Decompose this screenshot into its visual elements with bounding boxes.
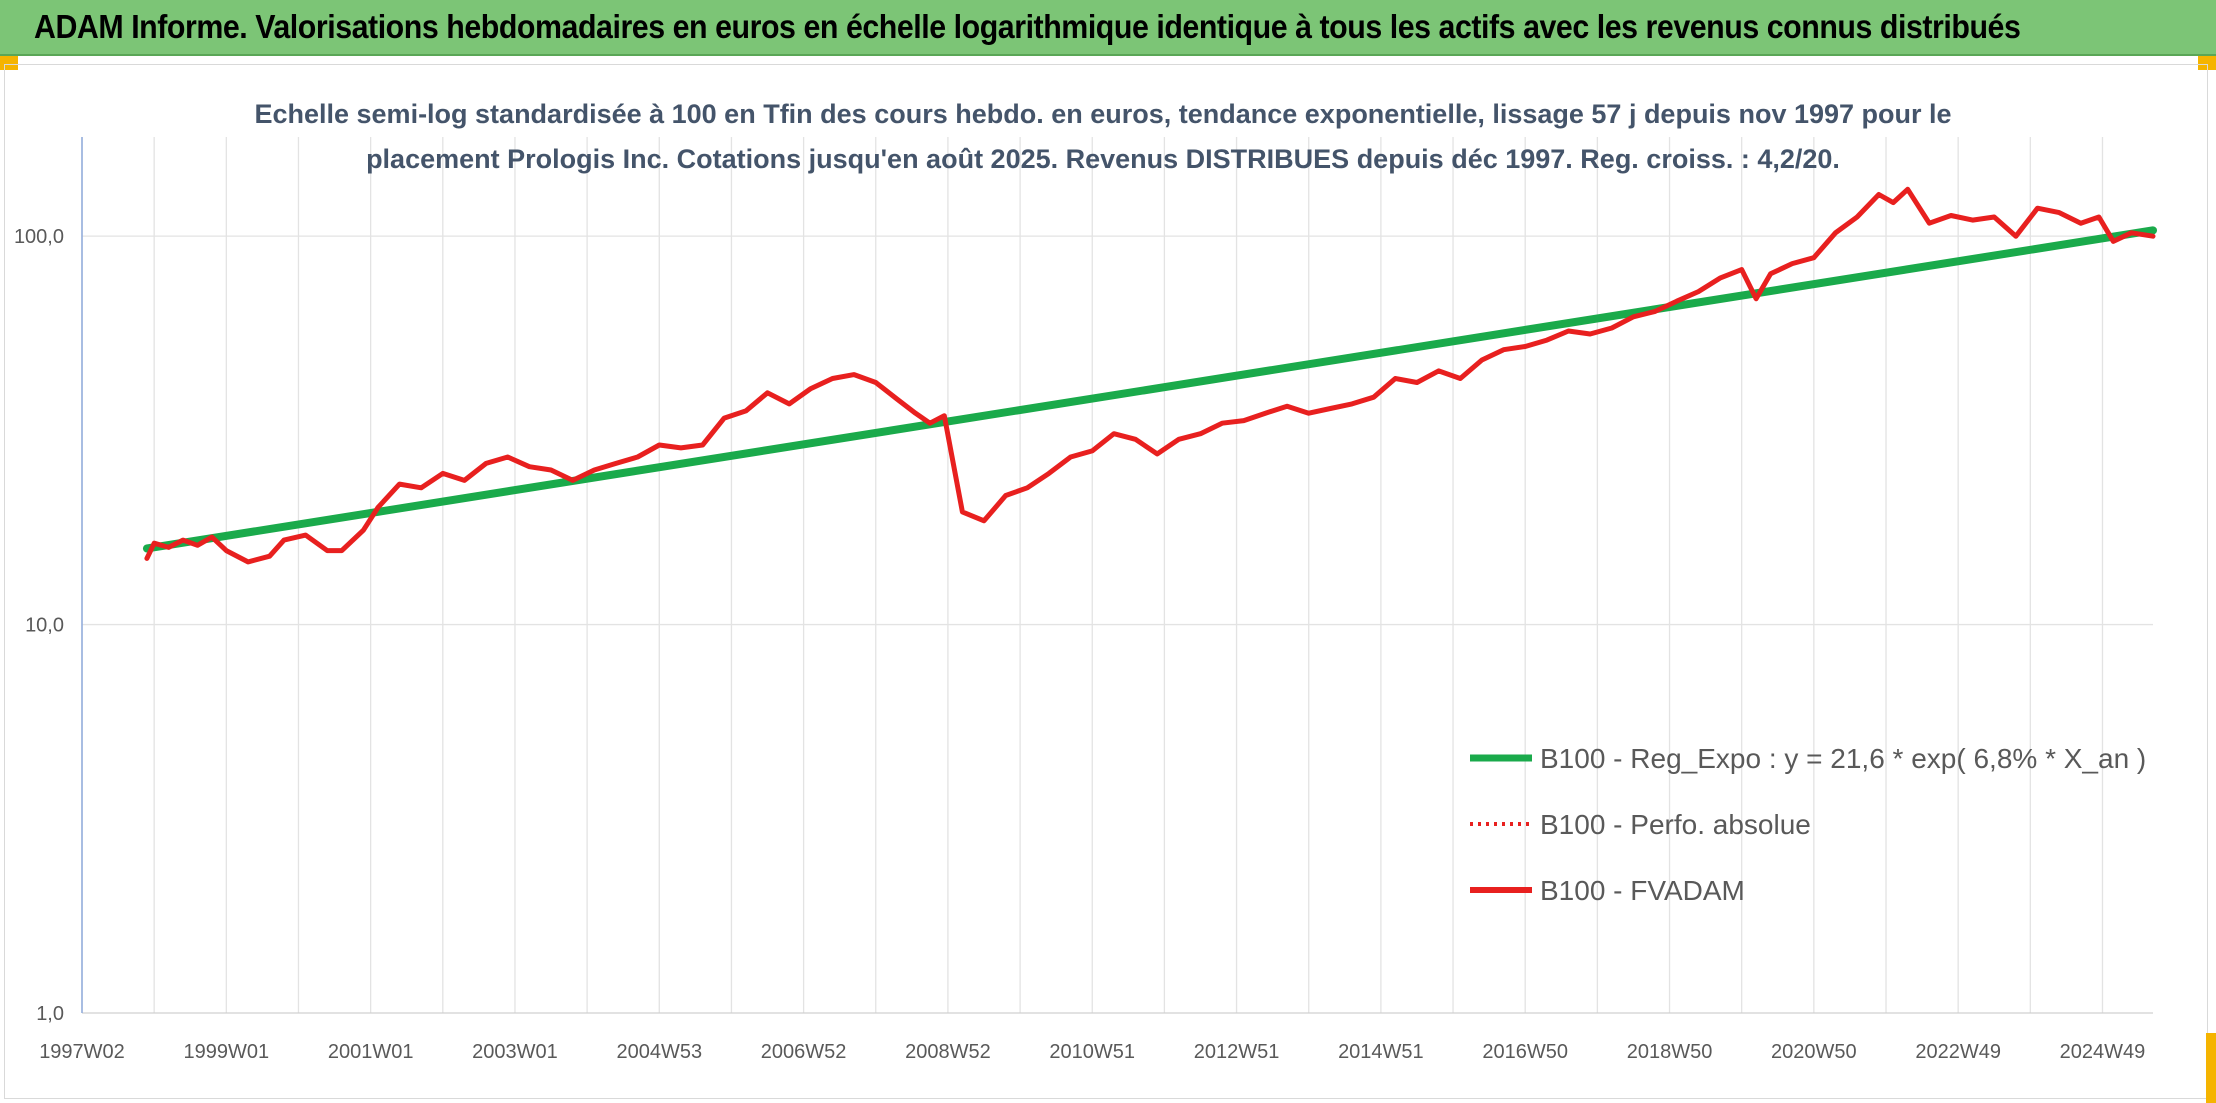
legend: B100 - Reg_Expo : y = 21,6 * exp( 6,8% *… — [1470, 743, 2146, 906]
chart-subtitle-line-2: placement Prologis Inc. Cotations jusqu'… — [366, 144, 1840, 174]
x-tick-label: 2018W50 — [1627, 1041, 1713, 1063]
legend-label-trend: B100 - Reg_Expo : y = 21,6 * exp( 6,8% *… — [1540, 743, 2146, 774]
y-axis-ticks: 1,0 10,0 100,0 — [14, 226, 64, 1025]
corner-accent-bottom-right — [2206, 1033, 2216, 1103]
x-tick-label: 1999W01 — [184, 1041, 270, 1063]
page-title: ADAM Informe. Valorisations hebdomadaire… — [34, 8, 2021, 45]
chart-grid — [81, 137, 2153, 1014]
chart-subtitle-line-1: Echelle semi-log standardisée à 100 en T… — [254, 99, 1951, 129]
legend-label-perf: B100 - Perfo. absolue — [1540, 809, 1811, 840]
x-axis-ticks: 1997W02 1999W01 2001W01 2003W01 2004W53 2006W… — [39, 1041, 2145, 1063]
x-tick-label: 2016W50 — [1482, 1041, 1568, 1063]
chart-frame — [4, 64, 2208, 1099]
x-tick-label: 1997W02 — [39, 1041, 125, 1063]
x-tick-label: 2008W52 — [905, 1041, 991, 1063]
x-tick-label: 2022W49 — [1915, 1041, 2001, 1063]
x-tick-label: 2006W52 — [761, 1041, 847, 1063]
legend-label-fvadam: B100 - FVADAM — [1540, 875, 1745, 906]
plot-lines — [142, 186, 2157, 565]
x-tick-label: 2003W01 — [472, 1041, 558, 1063]
header-banner: ADAM Informe. Valorisations hebdomadaire… — [0, 0, 2216, 56]
series-fvadam-line — [144, 186, 2156, 565]
x-tick-label: 2010W51 — [1049, 1041, 1135, 1063]
x-tick-label: 2014W51 — [1338, 1041, 1424, 1063]
corner-accent-right — [2198, 56, 2216, 70]
y-tick-label: 100,0 — [14, 226, 64, 248]
y-tick-label: 10,0 — [25, 615, 64, 637]
y-tick-label: 1,0 — [36, 1003, 64, 1025]
x-tick-label: 2001W01 — [328, 1041, 414, 1063]
x-tick-label: 2024W49 — [2060, 1041, 2146, 1063]
x-tick-label: 2020W50 — [1771, 1041, 1857, 1063]
x-tick-label: 2004W53 — [616, 1041, 702, 1063]
x-tick-label: 2012W51 — [1194, 1041, 1280, 1063]
series-trend-line — [142, 226, 2157, 553]
